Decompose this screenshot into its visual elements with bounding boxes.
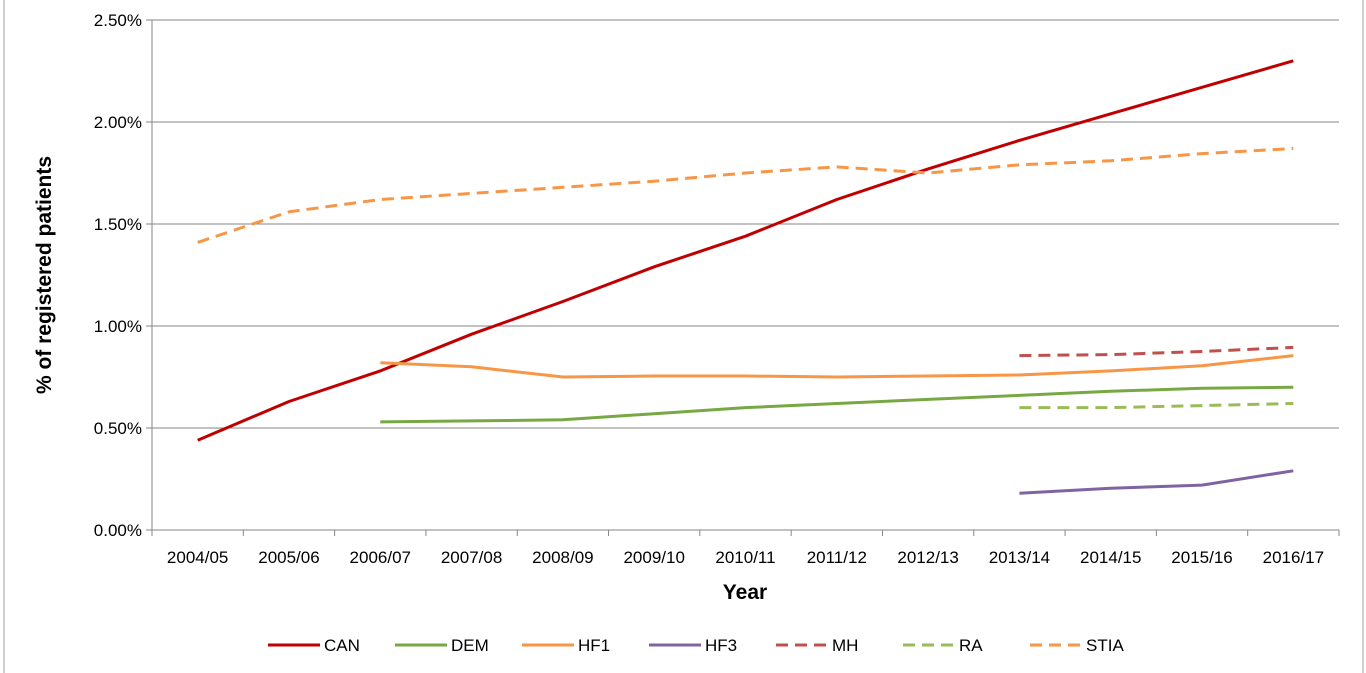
legend-label-ra: RA <box>959 636 983 655</box>
y-tick-label-3: 1.50% <box>94 215 142 234</box>
y-tick-label-2: 1.00% <box>94 317 142 336</box>
x-tick-labels: 2004/05 2005/06 2006/07 2007/08 2008/09 2009/… <box>167 548 1324 567</box>
series-line-stia <box>197 147 1294 244</box>
x-tick-label-1: 2005/06 <box>258 548 319 567</box>
x-tick-label-7: 2011/12 <box>807 548 867 567</box>
legend-label-mh: MH <box>832 636 858 655</box>
x-tick-label-2: 2006/07 <box>350 548 411 567</box>
legend-label-dem: DEM <box>451 636 489 655</box>
series-line-mh <box>1019 345 1294 358</box>
x-tick-label-3: 2007/08 <box>441 548 502 567</box>
x-tick-label-12: 2016/17 <box>1263 548 1324 567</box>
y-axis-title: % of registered patients <box>33 156 56 394</box>
series-line-can <box>197 59 1294 442</box>
legend: CAN DEM HF1 HF3 MH RA STIA <box>268 636 1124 655</box>
series-line-hf1 <box>380 354 1294 379</box>
legend-label-hf3: HF3 <box>705 636 737 655</box>
x-tick-label-9: 2013/14 <box>989 548 1050 567</box>
gridlines <box>152 19 1339 429</box>
x-tick-label-5: 2009/10 <box>623 548 684 567</box>
series-line-hf3 <box>1019 469 1294 495</box>
series-line-dem <box>380 385 1294 424</box>
x-tick-label-8: 2012/13 <box>897 548 958 567</box>
series-lines <box>197 59 1294 495</box>
y-tick-labels: 0.00% 0.50% 1.00% 1.50% 2.00% 2.50% <box>94 11 142 540</box>
axes <box>146 19 1340 536</box>
x-tick-label-10: 2014/15 <box>1080 548 1141 567</box>
y-tick-label-4: 2.00% <box>94 113 142 132</box>
x-tick-label-6: 2010/11 <box>715 548 775 567</box>
x-axis-title: Year <box>723 581 767 604</box>
legend-label-hf1: HF1 <box>578 636 610 655</box>
x-tick-label-4: 2008/09 <box>532 548 593 567</box>
legend-label-can: CAN <box>324 636 360 655</box>
x-tick-label-0: 2004/05 <box>167 548 228 567</box>
y-tick-label-5: 2.50% <box>94 11 142 30</box>
series-line-ra <box>1019 402 1294 410</box>
y-tick-label-0: 0.00% <box>94 521 142 540</box>
y-tick-label-1: 0.50% <box>94 419 142 438</box>
legend-label-stia: STIA <box>1086 636 1124 655</box>
x-tick-label-11: 2015/16 <box>1171 548 1232 567</box>
